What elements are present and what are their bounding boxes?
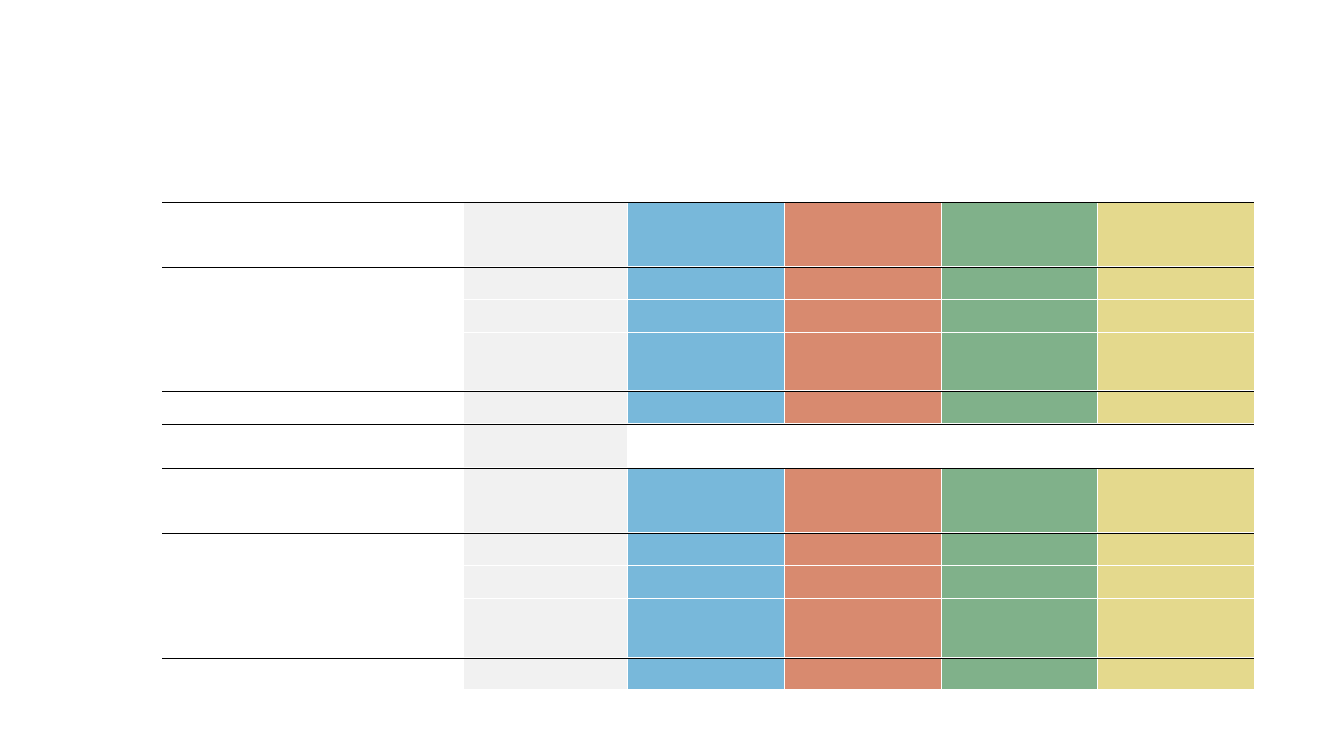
rule-line	[162, 658, 1254, 659]
green-cell	[942, 533, 1097, 565]
yellow-cell	[1098, 599, 1254, 657]
rule-line	[162, 267, 1254, 268]
red-cell	[785, 267, 941, 299]
rule-line	[162, 202, 1254, 203]
yellow-cell	[1098, 391, 1254, 423]
blue-cell	[628, 566, 784, 598]
gray-cell	[464, 599, 627, 657]
rule-line	[162, 468, 1254, 469]
blue-cell	[628, 533, 784, 565]
red-cell	[785, 533, 941, 565]
gray-cell	[464, 533, 627, 565]
gray-cell	[464, 333, 627, 390]
green-cell	[942, 202, 1097, 266]
yellow-cell	[1098, 533, 1254, 565]
gray-cell	[464, 202, 627, 266]
green-cell	[942, 599, 1097, 657]
blue-cell	[628, 333, 784, 390]
gray-cell	[464, 566, 627, 598]
blue-cell	[628, 300, 784, 332]
green-cell	[942, 300, 1097, 332]
yellow-cell	[1098, 202, 1254, 266]
rule-line	[162, 533, 1254, 534]
yellow-cell	[1098, 333, 1254, 390]
gray-cell	[464, 424, 627, 467]
red-cell	[785, 333, 941, 390]
blue-cell	[628, 468, 784, 532]
red-cell	[785, 658, 941, 689]
green-cell	[942, 566, 1097, 598]
blue-cell	[628, 391, 784, 423]
red-cell	[785, 599, 941, 657]
blue-cell	[628, 267, 784, 299]
gray-cell	[464, 391, 627, 423]
gray-cell	[464, 468, 627, 532]
yellow-cell	[1098, 300, 1254, 332]
rule-line	[162, 424, 1254, 425]
green-cell	[942, 468, 1097, 532]
rule-line	[162, 391, 1254, 392]
yellow-cell	[1098, 267, 1254, 299]
green-cell	[942, 267, 1097, 299]
gray-cell	[464, 300, 627, 332]
red-cell	[785, 202, 941, 266]
red-cell	[785, 468, 941, 532]
yellow-cell	[1098, 468, 1254, 532]
blue-cell	[628, 658, 784, 689]
yellow-cell	[1098, 658, 1254, 689]
green-cell	[942, 391, 1097, 423]
red-cell	[785, 391, 941, 423]
blue-cell	[628, 202, 784, 266]
green-cell	[942, 658, 1097, 689]
red-cell	[785, 566, 941, 598]
blue-cell	[628, 599, 784, 657]
yellow-cell	[1098, 566, 1254, 598]
red-cell	[785, 300, 941, 332]
gray-cell	[464, 267, 627, 299]
green-cell	[942, 333, 1097, 390]
gray-cell	[464, 658, 627, 689]
